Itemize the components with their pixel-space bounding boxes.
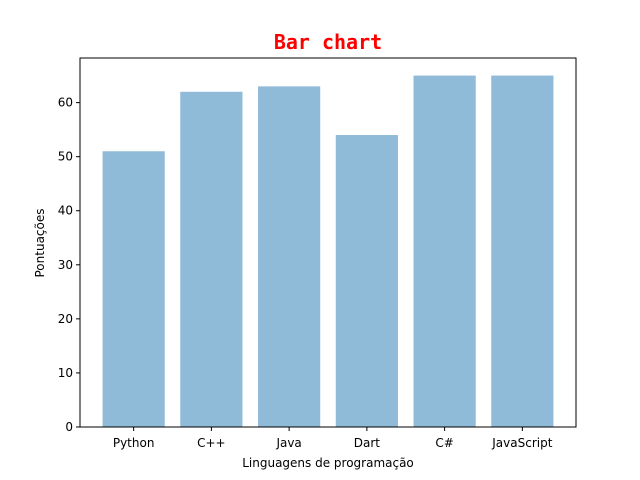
x-tick-label: Dart (354, 436, 381, 450)
y-axis-label: Pontuações (33, 209, 47, 278)
bar-javascript (491, 75, 554, 427)
y-tick-label: 50 (58, 150, 73, 164)
chart-title: Bar chart (274, 30, 382, 54)
y-tick-label: 0 (65, 420, 73, 434)
y-tick-label: 20 (58, 312, 73, 326)
x-tick-label: Python (113, 436, 155, 450)
x-axis: Python C++ Java Dart C# JavaScript (113, 427, 553, 450)
x-tick-label: C# (435, 436, 453, 450)
y-tick-label: 40 (58, 204, 73, 218)
bar-python (102, 151, 165, 427)
bar-c- (413, 75, 476, 427)
y-axis: 0 10 20 30 40 50 60 (58, 96, 80, 434)
y-tick-label: 30 (58, 258, 73, 272)
bars-group (102, 75, 554, 428)
x-tick-label: JavaScript (491, 436, 552, 450)
x-tick-label: Java (275, 436, 301, 450)
bar-java (258, 86, 321, 427)
x-axis-label: Linguagens de programação (242, 456, 414, 470)
y-tick-label: 60 (58, 96, 73, 110)
x-tick-label: C++ (197, 436, 226, 450)
bar-c- (180, 91, 243, 427)
bar-dart (335, 135, 398, 428)
plot-frame (79, 57, 577, 428)
y-tick-label: 10 (58, 366, 73, 380)
